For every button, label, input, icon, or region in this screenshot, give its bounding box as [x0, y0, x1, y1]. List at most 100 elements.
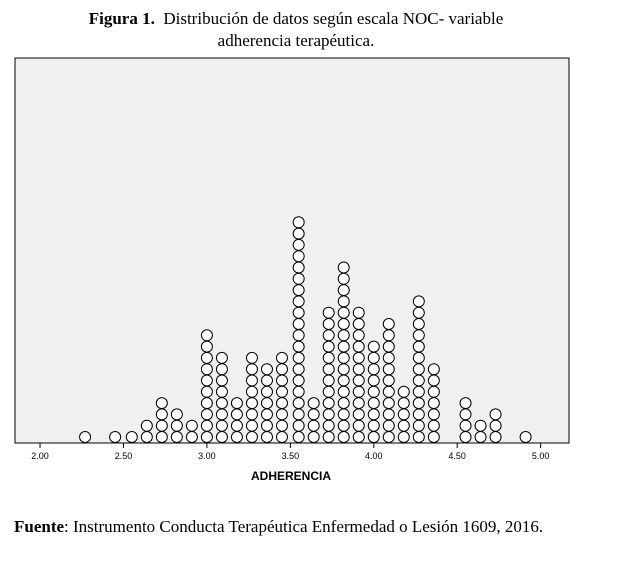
x-axis: 2.00 2.50 3.00 3.50 4.00 4.50 5.00 — [31, 443, 549, 461]
data-point — [292, 227, 305, 240]
data-point — [109, 431, 122, 443]
data-point — [292, 216, 305, 229]
data-point — [337, 385, 350, 398]
data-point — [352, 419, 365, 432]
data-point — [427, 408, 440, 421]
data-point — [245, 397, 258, 410]
data-point — [427, 431, 440, 443]
data-point — [412, 385, 425, 398]
data-point — [337, 284, 350, 297]
data-point — [155, 419, 168, 432]
data-point — [397, 397, 410, 410]
data-point — [307, 431, 320, 443]
data-point — [322, 351, 335, 364]
data-point — [275, 408, 288, 421]
data-point — [275, 363, 288, 376]
plot-frame — [14, 57, 570, 444]
dot-plot-chart: 2.00 2.50 3.00 3.50 4.00 4.50 5.00 ADHERENCIA — [14, 57, 570, 483]
data-point — [245, 419, 258, 432]
data-point — [292, 431, 305, 443]
data-point — [200, 397, 213, 410]
data-point — [412, 318, 425, 330]
data-point — [352, 374, 365, 387]
data-point — [322, 385, 335, 398]
data-point — [489, 419, 502, 432]
data-point — [367, 431, 380, 443]
data-point — [230, 419, 243, 432]
data-point — [245, 374, 258, 387]
data-point — [140, 419, 153, 432]
data-point — [412, 408, 425, 421]
data-point — [337, 374, 350, 387]
data-point — [367, 340, 380, 353]
data-point — [382, 351, 395, 364]
data-point — [337, 397, 350, 410]
data-point — [352, 340, 365, 353]
data-point — [245, 363, 258, 376]
data-point — [489, 431, 502, 443]
data-point — [397, 431, 410, 443]
data-point — [275, 385, 288, 398]
data-point — [382, 397, 395, 410]
data-point — [140, 431, 153, 443]
data-point — [337, 351, 350, 364]
data-point — [292, 306, 305, 319]
data-point — [275, 351, 288, 364]
data-point — [337, 340, 350, 353]
data-point — [322, 318, 335, 330]
data-point — [322, 363, 335, 376]
data-point — [215, 408, 228, 421]
data-point — [412, 397, 425, 410]
data-point — [245, 351, 258, 364]
data-point — [260, 385, 273, 398]
data-point — [185, 431, 198, 443]
data-point — [292, 250, 305, 263]
data-point — [292, 261, 305, 274]
data-point — [459, 419, 472, 432]
data-point — [382, 408, 395, 421]
dots-layer — [79, 216, 532, 443]
data-point — [275, 431, 288, 443]
data-point — [337, 272, 350, 285]
data-point — [322, 374, 335, 387]
data-point — [260, 374, 273, 387]
data-point — [382, 318, 395, 330]
data-point — [382, 385, 395, 398]
data-point — [337, 295, 350, 308]
data-point — [337, 419, 350, 432]
data-point — [170, 408, 183, 421]
data-point — [275, 419, 288, 432]
data-point — [352, 351, 365, 364]
data-point — [215, 397, 228, 410]
data-point — [200, 351, 213, 364]
data-point — [292, 351, 305, 364]
data-point — [230, 431, 243, 443]
data-point — [352, 431, 365, 443]
figure-caption: Figura 1. Distribución de datos según es… — [0, 8, 592, 52]
data-point — [170, 431, 183, 443]
data-point — [367, 419, 380, 432]
data-point — [412, 295, 425, 308]
data-point — [367, 397, 380, 410]
data-point — [427, 363, 440, 376]
data-point — [292, 374, 305, 387]
data-point — [275, 374, 288, 387]
data-point — [352, 318, 365, 330]
x-tick-label: 2.50 — [115, 451, 133, 461]
data-point — [245, 408, 258, 421]
data-point — [155, 431, 168, 443]
data-point — [367, 385, 380, 398]
data-point — [352, 385, 365, 398]
data-point — [412, 419, 425, 432]
data-point — [292, 238, 305, 251]
data-point — [352, 397, 365, 410]
data-point — [382, 363, 395, 376]
data-point — [367, 408, 380, 421]
data-point — [322, 340, 335, 353]
x-tick-label: 3.50 — [282, 451, 300, 461]
data-point — [200, 340, 213, 353]
data-point — [382, 329, 395, 342]
data-point — [427, 374, 440, 387]
data-point — [427, 385, 440, 398]
data-point — [322, 329, 335, 342]
